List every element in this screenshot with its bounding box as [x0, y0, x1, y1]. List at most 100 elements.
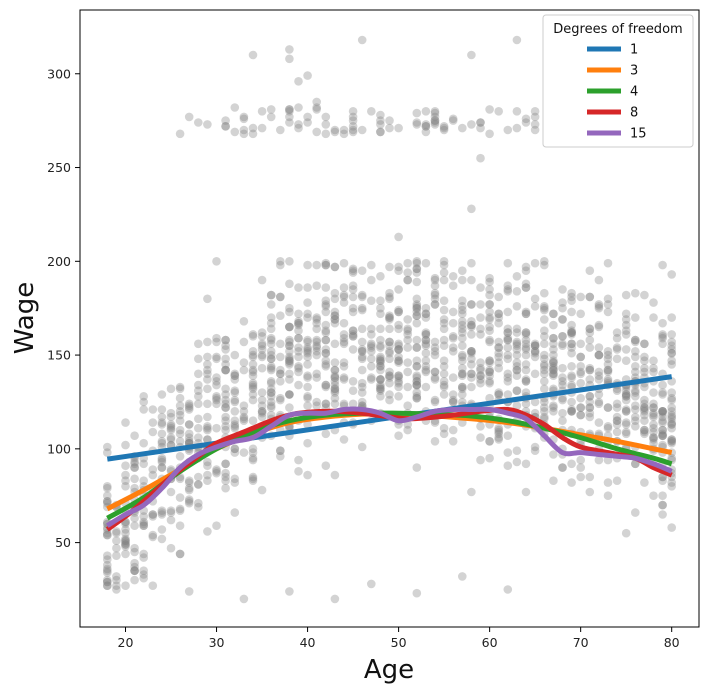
scatter-point — [285, 347, 294, 356]
scatter-point — [594, 455, 604, 465]
scatter-point — [357, 388, 367, 397]
scatter-point — [412, 393, 422, 403]
scatter-point — [330, 594, 340, 604]
scatter-point — [285, 337, 294, 347]
scatter-point — [139, 521, 148, 530]
scatter-point — [385, 311, 394, 321]
scatter-point — [194, 472, 203, 482]
scatter-point — [376, 127, 385, 137]
scatter-point — [448, 347, 458, 356]
scatter-point — [348, 292, 358, 302]
scatter-point — [549, 407, 558, 416]
scatter-point — [448, 437, 458, 446]
scatter-point — [458, 266, 467, 276]
scatter-point — [621, 390, 631, 399]
scatter-point — [540, 384, 549, 394]
scatter-point — [257, 341, 267, 351]
scatter-point — [540, 326, 549, 336]
scatter-point — [412, 393, 422, 403]
scatter-point — [266, 392, 276, 401]
scatter-point — [303, 347, 312, 356]
scatter-point — [667, 523, 676, 532]
scatter-point — [567, 348, 576, 358]
scatter-point — [576, 309, 585, 319]
scatter-point — [148, 418, 158, 427]
scatter-point — [658, 431, 667, 441]
scatter-point — [103, 497, 112, 506]
scatter-point — [512, 446, 522, 456]
scatter-point — [458, 382, 467, 392]
scatter-point — [112, 575, 121, 585]
scatter-point — [558, 380, 567, 390]
scatter-point — [476, 153, 485, 163]
scatter-point — [430, 437, 440, 446]
scatter-point — [485, 367, 494, 377]
scatter-point — [175, 437, 185, 446]
scatter-point — [458, 350, 467, 360]
scatter-point — [303, 392, 312, 401]
legend-label-df-8: 8 — [630, 106, 638, 121]
scatter-point — [321, 112, 331, 122]
scatter-point — [603, 360, 613, 369]
scatter-point — [212, 392, 221, 401]
scatter-point — [658, 318, 667, 328]
scatter-point — [467, 50, 476, 60]
scatter-point — [549, 371, 558, 381]
scatter-point — [485, 356, 494, 366]
scatter-point — [558, 377, 567, 386]
scatter-point — [603, 478, 613, 487]
scatter-point — [394, 341, 403, 351]
scatter-point — [330, 388, 340, 397]
scatter-point — [494, 343, 504, 352]
scatter-point — [649, 367, 658, 377]
scatter-point — [230, 474, 240, 484]
scatter-point — [412, 268, 422, 277]
scatter-point — [549, 350, 558, 360]
scatter-point — [512, 362, 522, 371]
scatter-point — [230, 416, 240, 426]
scatter-point — [658, 407, 667, 416]
scatter-point — [266, 324, 276, 334]
scatter-point — [476, 375, 485, 384]
scatter-point — [330, 384, 340, 394]
scatter-point — [376, 358, 385, 367]
scatter-point — [612, 476, 622, 486]
scatter-point — [530, 341, 540, 351]
scatter-point — [294, 77, 303, 86]
scatter-point — [649, 435, 658, 444]
scatter-point — [530, 348, 540, 358]
scatter-point — [321, 296, 331, 306]
scatter-point — [412, 377, 422, 386]
scatter-point — [221, 472, 230, 482]
scatter-point — [658, 440, 667, 450]
scatter-point — [285, 105, 294, 114]
scatter-point — [521, 279, 531, 289]
scatter-point — [330, 288, 340, 298]
scatter-point — [558, 463, 567, 472]
scatter-point — [312, 103, 322, 112]
scatter-point — [357, 397, 367, 407]
scatter-point — [667, 453, 676, 463]
scatter-point — [503, 343, 513, 352]
scatter-point — [521, 330, 531, 339]
scatter-point — [357, 266, 367, 276]
scatter-point — [221, 116, 230, 125]
scatter-point — [521, 360, 531, 369]
scatter-point — [103, 566, 112, 575]
scatter-point — [357, 305, 367, 315]
scatter-point — [294, 326, 303, 336]
scatter-point — [412, 318, 422, 328]
scatter-point — [458, 341, 467, 351]
scatter-point — [266, 333, 276, 343]
scatter-point — [412, 311, 422, 321]
scatter-point — [321, 260, 331, 270]
scatter-point — [540, 377, 549, 386]
scatter-point — [294, 363, 303, 373]
scatter-point — [558, 285, 567, 294]
scatter-point — [631, 416, 640, 426]
scatter-point — [248, 380, 258, 390]
scatter-point — [184, 437, 194, 446]
scatter-point — [203, 369, 212, 379]
scatter-point — [130, 457, 139, 467]
scatter-point — [285, 356, 294, 366]
